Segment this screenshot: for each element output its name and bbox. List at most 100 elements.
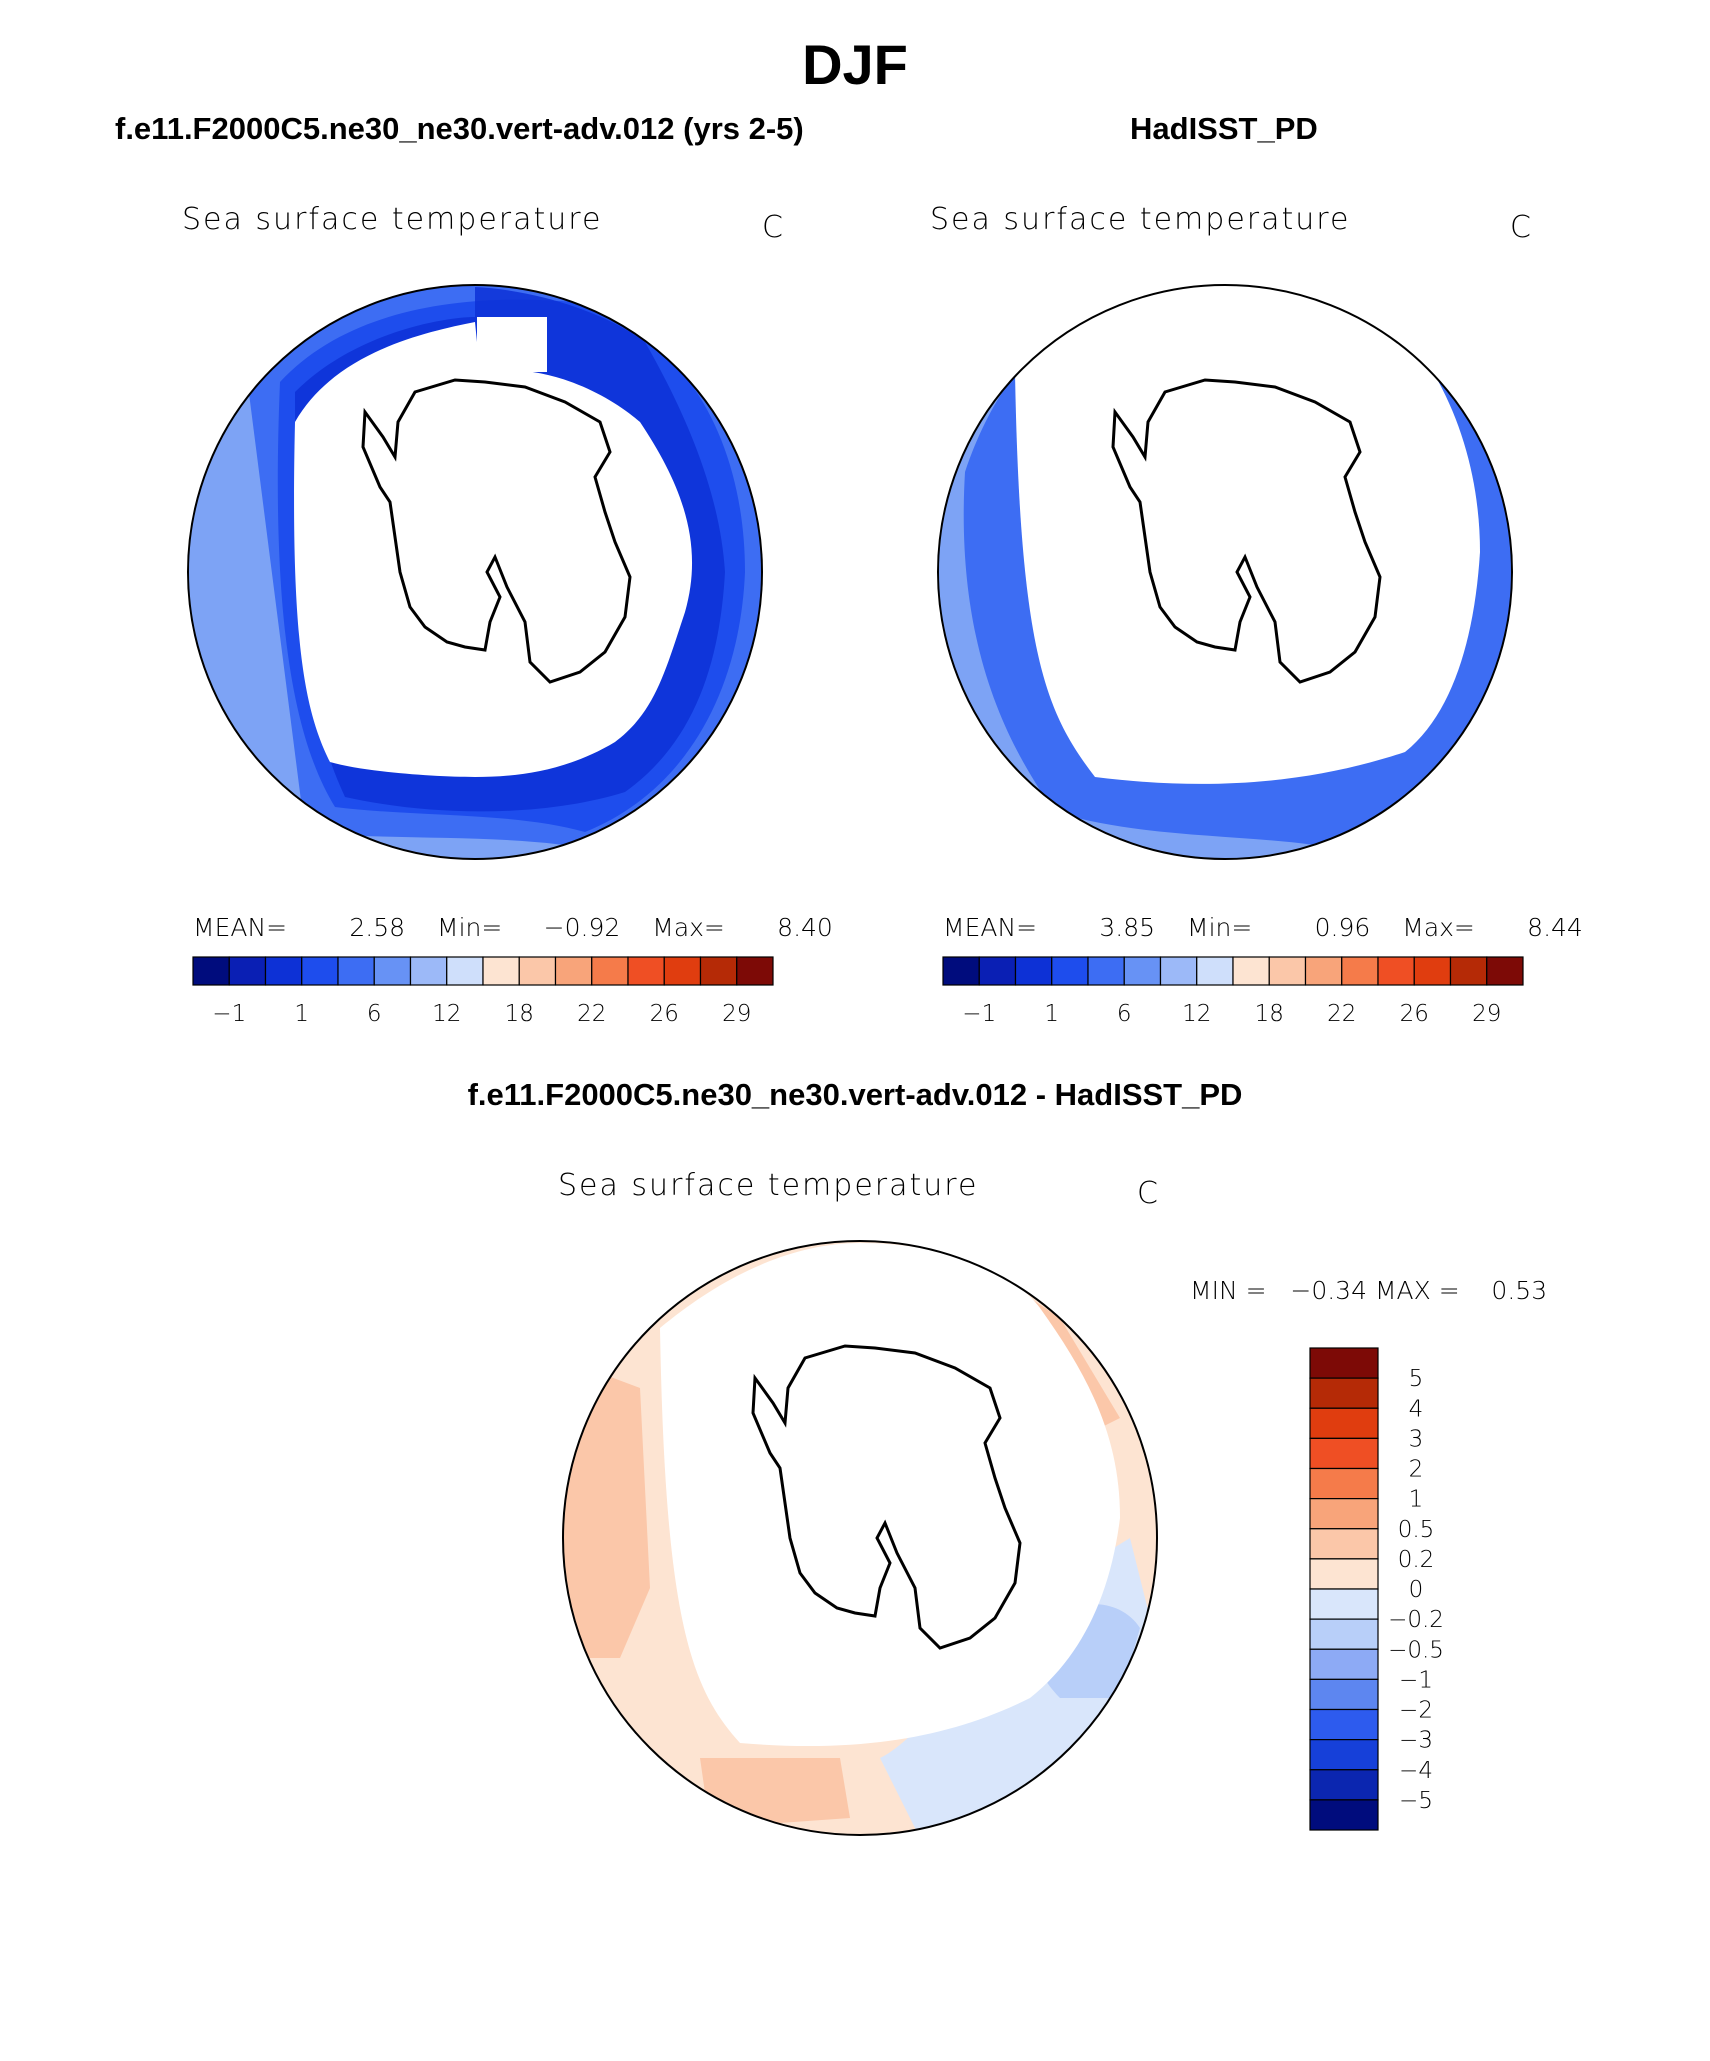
- mean-value: 2.58: [349, 913, 406, 942]
- max-value: 8.40: [777, 913, 833, 942]
- colorbar-tick-label: 12: [1182, 1001, 1211, 1027]
- colorbar-tick-label: 4: [1409, 1396, 1424, 1422]
- colorbar-tick-label: −0.2: [1388, 1607, 1444, 1633]
- colorbar-tick-label: 0.2: [1398, 1547, 1435, 1573]
- colorbar-tick-label: 22: [1327, 1001, 1356, 1027]
- diff-case-title: f.e11.F2000C5.ne30_ne30.vert-adv.012 - H…: [467, 1077, 1243, 1112]
- panel1-case-title: f.e11.F2000C5.ne30_ne30.vert-adv.012 (yr…: [115, 111, 804, 146]
- colorbar-tick-label: −2: [1399, 1698, 1433, 1724]
- panel1-unit-label: C: [762, 210, 783, 245]
- panel1-colorbar: −1 1 6 12 18 22 26 29: [192, 956, 774, 1027]
- panel1-plot-label: Sea surface temperature: [182, 202, 603, 237]
- colorbar-tick-label: 6: [367, 1001, 382, 1027]
- panel2-case-title: HadISST_PD: [1130, 111, 1318, 146]
- colorbar-box: [1341, 956, 1379, 986]
- colorbar-box: [518, 956, 557, 986]
- colorbar-box: [1304, 956, 1343, 986]
- colorbar-box: [1232, 956, 1270, 986]
- colorbar-tick-label: 26: [650, 1001, 679, 1027]
- colorbar-tick-label: 1: [1409, 1487, 1424, 1513]
- colorbar-tick-label: −1: [962, 1001, 996, 1027]
- panel1-map: [187, 284, 763, 860]
- panel2-stats: MEAN= 3.85 Min= 0.96 Max= 8.44: [943, 913, 1583, 942]
- colorbar-box: [1268, 956, 1307, 986]
- colorbar-tick-label: 29: [722, 1001, 751, 1027]
- min-value: −0.92: [543, 913, 621, 942]
- colorbar-box: [627, 956, 665, 986]
- mean-label: MEAN=: [943, 913, 1038, 942]
- colorbar-tick-label: 0.5: [1398, 1517, 1435, 1543]
- colorbar-box: [1486, 956, 1524, 986]
- colorbar-box: [409, 956, 448, 986]
- colorbar-box: [1014, 956, 1053, 986]
- colorbar-box: [228, 956, 267, 986]
- diff-min-text: MIN = −0.34: [1190, 1276, 1367, 1305]
- colorbar-tick-label: 26: [1400, 1001, 1429, 1027]
- panel1-stats: MEAN= 2.58 Min= −0.92 Max= 8.40: [193, 913, 833, 942]
- mean-label: MEAN=: [193, 913, 288, 942]
- max-label: Max=: [1402, 913, 1475, 942]
- colorbar-box: [373, 956, 412, 986]
- colorbar-tick-label: 18: [505, 1001, 534, 1027]
- colorbar-box: [1087, 956, 1125, 986]
- colorbar-box: [1449, 956, 1488, 986]
- sea-ice-notch: [477, 317, 547, 372]
- antarctica-coastline: [751, 1344, 1022, 1650]
- colorbar-tick-label: 1: [294, 1001, 309, 1027]
- colorbar-tick-label: 12: [432, 1001, 461, 1027]
- colorbar-box: [1309, 1769, 1379, 1801]
- colorbar-box: [663, 956, 702, 986]
- colorbar-tick-label: −5: [1399, 1788, 1433, 1814]
- diff-plot-label: Sea surface temperature: [558, 1168, 979, 1203]
- diff-orange-south: [700, 1758, 850, 1828]
- colorbar-tick-label: 1: [1044, 1001, 1059, 1027]
- panel2-unit-label: C: [1510, 210, 1531, 245]
- diff-min-max: MIN = −0.34 MAX = 0.53: [1190, 1276, 1547, 1305]
- colorbar-box: [1309, 1739, 1379, 1771]
- colorbar-tick-label: 22: [577, 1001, 606, 1027]
- panel2-map: [937, 284, 1513, 860]
- min-label: Min=: [1187, 913, 1253, 942]
- colorbar-box: [554, 956, 593, 986]
- diff-unit-label: C: [1137, 1176, 1158, 1211]
- colorbar-tick-label: −4: [1399, 1758, 1433, 1784]
- colorbar-tick-label: 6: [1117, 1001, 1132, 1027]
- colorbar-tick-label: −0.5: [1388, 1637, 1444, 1663]
- colorbar-box: [1309, 1648, 1379, 1680]
- colorbar-box: [1309, 1618, 1379, 1650]
- colorbar-tick-label: 2: [1409, 1457, 1424, 1483]
- colorbar-box: [1309, 1407, 1379, 1439]
- colorbar-box: [1309, 1528, 1379, 1560]
- colorbar-box: [264, 956, 303, 986]
- mean-value: 3.85: [1099, 913, 1156, 942]
- colorbar-box: [1309, 1678, 1379, 1711]
- main-title: DJF: [802, 33, 908, 96]
- colorbar-box: [1309, 1498, 1379, 1530]
- colorbar-box: [1196, 956, 1234, 986]
- colorbar-box: [1309, 1437, 1379, 1470]
- colorbar-box: [1309, 1588, 1379, 1620]
- diff-max-text: MAX = 0.53: [1374, 1276, 1548, 1305]
- colorbar-box: [1309, 1467, 1379, 1500]
- colorbar-tick-label: 18: [1255, 1001, 1284, 1027]
- colorbar-box: [482, 956, 520, 986]
- colorbar-box: [301, 956, 339, 986]
- colorbar-box: [1413, 956, 1452, 986]
- colorbar-box: [1123, 956, 1162, 986]
- antarctica-coastline: [1111, 378, 1382, 684]
- diff-colorbar: 5 4 3 2 1 0.5 0.2 0 −0.2 −0.5 −1 −2 −3 −4 −5: [1309, 1347, 1444, 1831]
- sea-ice-region: [660, 1243, 1120, 1746]
- colorbar-box: [591, 956, 629, 986]
- colorbar-box: [446, 956, 484, 986]
- colorbar-box: [1309, 1708, 1379, 1741]
- min-label: Min=: [437, 913, 503, 942]
- colorbar-box: [1051, 956, 1089, 986]
- colorbar-tick-label: 29: [1472, 1001, 1501, 1027]
- colorbar-box: [699, 956, 738, 986]
- colorbar-box: [1309, 1377, 1379, 1409]
- min-value: 0.96: [1314, 913, 1371, 942]
- diff-map: [562, 1240, 1158, 1836]
- colorbar-box: [1309, 1558, 1379, 1590]
- colorbar-box: [1377, 956, 1415, 986]
- colorbar-box: [1159, 956, 1198, 986]
